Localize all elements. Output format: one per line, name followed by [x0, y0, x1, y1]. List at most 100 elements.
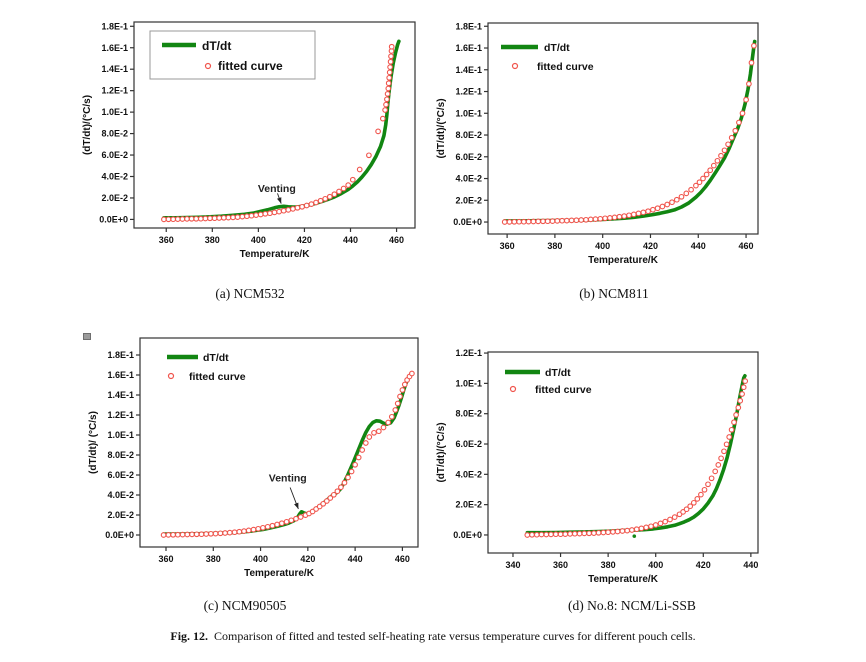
plot-c-fitted-point: [385, 419, 392, 426]
plot-b-ylabel: (dT/dt)/(°C/s): [436, 98, 447, 158]
plot-a-fitted-point: [326, 193, 333, 200]
plot-c-fitted-point: [341, 479, 348, 486]
plot-b-y-tick-label: 1.8E-1: [455, 21, 482, 31]
plot-d-fitted-point: [733, 412, 739, 418]
plot-a-y-axis: 0.0E+0 2.0E-2 4.0E-2 6.0E-2 8.0E-2 1.0E-1 1.2E…: [99, 21, 134, 224]
plot-d-y-axis: 0.0E+0 2.0E-2 4.0E-2 6.0E-2 8.0E-2 1.0E-1 1.2E…: [453, 348, 488, 540]
plot-c-fitted-point: [174, 531, 181, 538]
plot-c-legend-label-dTdt: dT/dt: [203, 352, 229, 364]
figure-caption: Fig. 12. Comparison of fitted and tested …: [0, 629, 866, 644]
plot-c-x-tick-label: 420: [300, 554, 315, 564]
plot-a-fitted-point: [388, 53, 394, 60]
plot-b-fitted-point: [683, 190, 690, 197]
plot-b-y-tick-label: 4.0E-2: [455, 174, 482, 184]
plot-a-fitted-point: [385, 80, 392, 87]
plot-a-fitted-point: [308, 201, 315, 207]
plot-c-fitted-point: [231, 529, 238, 536]
plot-d-fitted-point: [737, 397, 744, 404]
plot-d-fitted-point: [705, 481, 711, 488]
plot-b-y-axis: 0.0E+0 2.0E-2 4.0E-2 6.0E-2 8.0E-2 1.0E-1 1.2E…: [453, 21, 488, 227]
plot-a-fitted-point: [375, 128, 381, 135]
plot-b-fitted-point: [678, 193, 685, 200]
plot-b-fitted-point: [549, 218, 556, 224]
plot-d-fitted-point: [529, 531, 535, 538]
plot-d-x-tick-label: 380: [601, 560, 616, 570]
plot-a-fitted-point: [379, 115, 386, 122]
plot-d-fitted-point: [562, 531, 569, 537]
plot-b-y-tick-label: 1.2E-1: [455, 87, 482, 97]
plot-d-fitted-point: [586, 530, 592, 537]
plot-d-fitted-point: [643, 524, 650, 531]
plot-a-fitted-point: [384, 91, 391, 97]
plot-b-legend-marker-swatch: [511, 62, 519, 70]
plot-a-fitted-point: [220, 214, 227, 221]
plot-a-fitted-point: [387, 64, 393, 70]
plot-a-frame: [133, 21, 416, 229]
plot-b-fitted-point: [525, 218, 532, 225]
plot-d-fitted-point: [633, 526, 640, 533]
plot-d-fitted-point: [687, 503, 694, 510]
plot-c-fitted-point: [399, 387, 406, 393]
plot-a-ylabel: (dT/dt)/(°C/s): [82, 95, 93, 155]
plot-b-y-tick-label: 6.0E-2: [455, 152, 482, 162]
plot-d-fitted-point: [652, 522, 659, 528]
plot-d-fitted-point: [726, 434, 733, 440]
plot-b-fitted-point: [630, 211, 637, 218]
plot-b-fitted-point: [673, 196, 680, 203]
plot-c-fitted-point: [212, 530, 219, 537]
plot-d-y-tick-label: 0.0E+0: [453, 530, 482, 540]
plot-a-fitted-point: [197, 215, 204, 222]
plot-a-legend-label-dTdt: dT/dt: [202, 39, 231, 53]
plot-b-fitted-point: [725, 141, 731, 148]
plot-c-y-tick-label: 2.0E-2: [107, 510, 134, 520]
plot-b-fitted-point: [654, 205, 661, 212]
plot-d-fitted-point: [690, 499, 697, 506]
plot-b-fitted-point: [748, 59, 755, 66]
plot-d-fitted-point: [624, 527, 631, 534]
plot-c-fitted-point: [327, 495, 334, 501]
plot-c-fitted-point: [203, 531, 210, 537]
plot-a-y-tick-label: 1.0E-1: [101, 107, 128, 117]
plot-d-x-axis: 340 360 380 400 420 440: [505, 553, 758, 570]
plot-c-fitted-point: [392, 407, 399, 413]
plot-c-markers-fitted: [160, 370, 415, 538]
plot-c-ylabel: (dT/dt)/ (°C/s): [88, 411, 99, 474]
plot-b-x-axis: 360 380 400 420 440 460: [500, 234, 754, 251]
plot-c-x-tick-label: 440: [348, 554, 363, 564]
plot-c-canvas: 360 380 400 420 440 460 0.0E+0 2.0E-2 4.0E-2 6.0E…: [88, 337, 419, 579]
plot-d-fitted-point: [638, 525, 645, 532]
plot-b-fitted-point: [535, 218, 542, 225]
plot-a-fitted-point: [267, 210, 273, 217]
plot-c-fitted-point: [189, 531, 195, 538]
subplot-d: 340 360 380 400 420 440 0.0E+0 2.0E-2 4.0E-2 6.0E…: [436, 318, 804, 628]
plot-a-fitted-point: [290, 206, 296, 212]
plot-b-fitted-point: [693, 182, 699, 189]
plot-a-legend-marker-swatch: [204, 62, 212, 70]
plot-b-markers-fitted: [501, 42, 757, 225]
plot-c-frame: [139, 337, 419, 548]
plot-b-fitted-point: [583, 216, 589, 223]
plot-a-venting-arrow-head: [276, 197, 282, 204]
stray-mark: [83, 333, 91, 340]
plot-a-fitted-point: [366, 152, 372, 159]
plot-d-y-tick-label: 4.0E-2: [455, 469, 482, 479]
plot-b-fitted-point: [710, 162, 717, 169]
plot-c-fitted-point: [278, 520, 285, 527]
plot-a-x-tick-label: 360: [159, 235, 174, 245]
plot-a-fitted-point: [322, 195, 329, 202]
plot-c-fitted-point: [264, 523, 271, 530]
plot-c-venting-label: Venting: [269, 473, 307, 485]
plot-c-fitted-point: [334, 488, 341, 495]
plot-d-x-tick-label: 420: [696, 560, 711, 570]
plot-c-fitted-point: [269, 522, 276, 529]
plot-b-fitted-point: [751, 42, 757, 49]
plot-b-y-tick-label: 0.0E+0: [453, 217, 482, 227]
plot-c-fitted-point: [352, 461, 358, 468]
plot-a-venting-annotation: Venting: [258, 183, 296, 204]
plot-a-fitted-point: [211, 215, 218, 222]
plot-c-y-tick-label: 1.4E-1: [107, 390, 134, 400]
plot-b-x-tick-label: 360: [500, 241, 515, 251]
plot-b-x-tick-label: 460: [739, 241, 754, 251]
plot-c-fitted-point: [394, 400, 401, 407]
plot-c-fitted-point: [409, 370, 415, 377]
